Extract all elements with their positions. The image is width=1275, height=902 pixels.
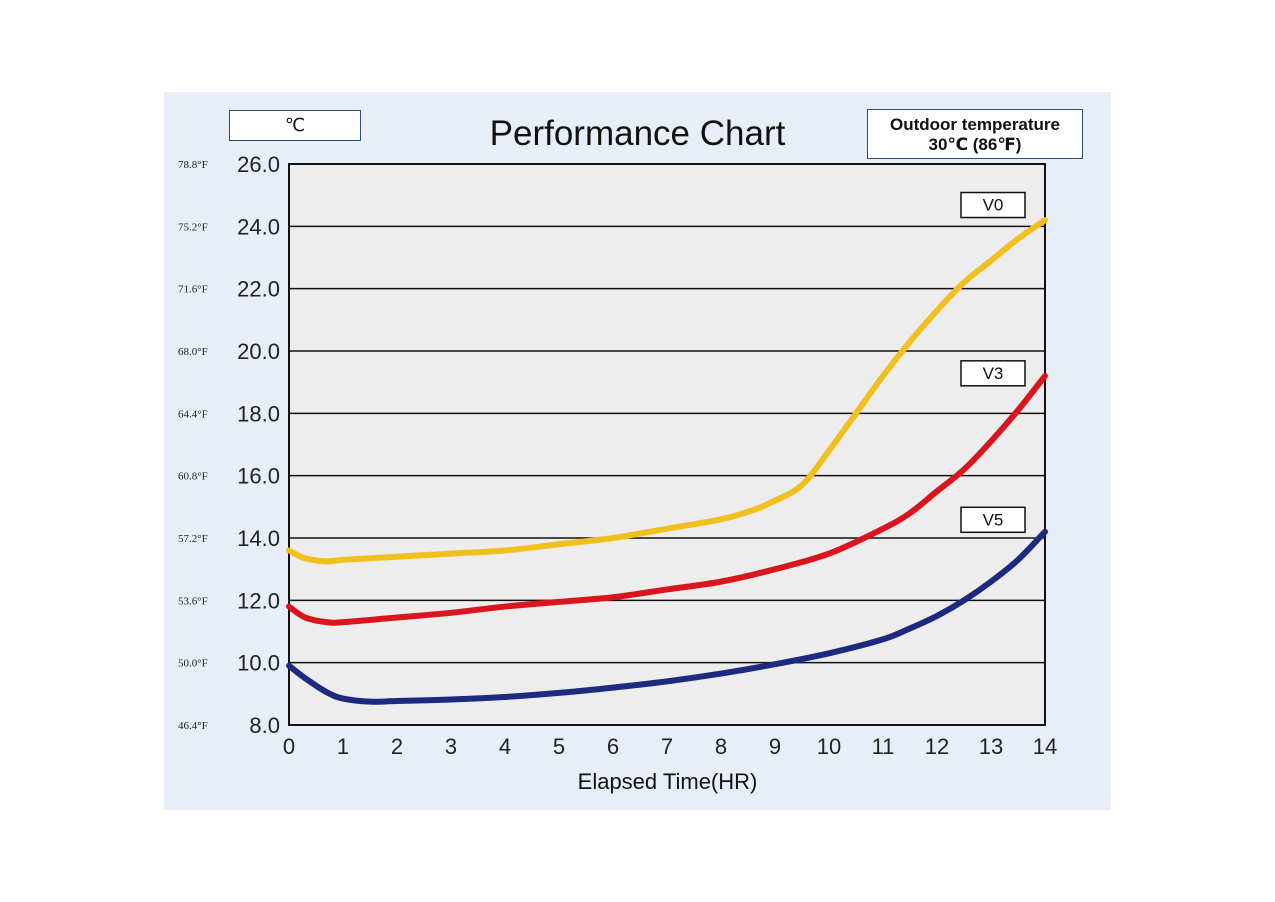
y-tick-label: 16.0 (237, 464, 280, 489)
y-tick-label-fahrenheit: 57.2°F (178, 533, 208, 545)
chart-title: Performance Chart (489, 114, 786, 153)
x-tick-label: 1 (337, 734, 349, 759)
y-tick-label-fahrenheit: 64.4°F (178, 408, 208, 420)
x-tick-label: 12 (925, 734, 949, 759)
y-tick-label-fahrenheit: 46.4°F (178, 720, 208, 732)
x-tick-label: 9 (769, 734, 781, 759)
y-tick-label: 14.0 (237, 526, 280, 551)
y-tick-label: 10.0 (237, 651, 280, 676)
y-tick-label-fahrenheit: 60.8°F (178, 471, 208, 483)
outdoor-temperature-box: Outdoor temperature 30℃ (86℉) (867, 109, 1083, 159)
y-tick-label-fahrenheit: 75.2°F (178, 221, 208, 233)
x-tick-label: 0 (283, 734, 295, 759)
series-line-v5 (286, 528, 1048, 705)
y-tick-label-fahrenheit: 50.0°F (178, 658, 208, 670)
series-label-box-v0 (960, 191, 1026, 219)
x-tick-label: 8 (715, 734, 727, 759)
x-tick-label: 14 (1033, 734, 1057, 759)
x-tick-label: 10 (817, 734, 841, 759)
series-label-v5: V5 (983, 510, 1004, 529)
x-tick-label: 13 (979, 734, 1003, 759)
y-tick-label-fahrenheit: 71.6°F (178, 284, 208, 296)
series-label-box-v3 (960, 360, 1026, 387)
x-tick-label: 7 (661, 734, 673, 759)
unit-box: ℃ (229, 110, 361, 141)
y-tick-label-fahrenheit: 78.8°F (178, 159, 208, 171)
series-label-v3: V3 (983, 364, 1004, 383)
outdoor-temperature-label: Outdoor temperature (889, 115, 1061, 134)
outdoor-temperature-value: 30℃ (86℉) (928, 135, 1022, 154)
series-label-v0: V0 (983, 196, 1004, 215)
y-tick-label: 18.0 (237, 401, 280, 426)
series-line-v0 (286, 217, 1048, 565)
series-label-box-v5 (960, 506, 1026, 534)
x-tick-label: 5 (553, 734, 565, 759)
y-tick-label: 24.0 (237, 214, 280, 239)
y-tick-label: 26.0 (237, 152, 280, 177)
y-tick-label: 22.0 (237, 277, 280, 302)
series-line-v3 (286, 372, 1048, 626)
y-tick-label: 8.0 (249, 713, 280, 738)
x-tick-label: 3 (445, 734, 457, 759)
y-tick-label: 12.0 (237, 588, 280, 613)
x-tick-label: 6 (607, 734, 619, 759)
x-tick-label: 2 (391, 734, 403, 759)
plot-area (288, 163, 1046, 726)
y-tick-label-fahrenheit: 53.6°F (178, 595, 208, 607)
y-tick-label: 20.0 (237, 339, 280, 364)
x-tick-label: 4 (499, 734, 511, 759)
x-tick-label: 11 (872, 734, 895, 759)
y-tick-label-fahrenheit: 68.0°F (178, 346, 208, 358)
x-axis-label: Elapsed Time(HR) (577, 769, 758, 794)
